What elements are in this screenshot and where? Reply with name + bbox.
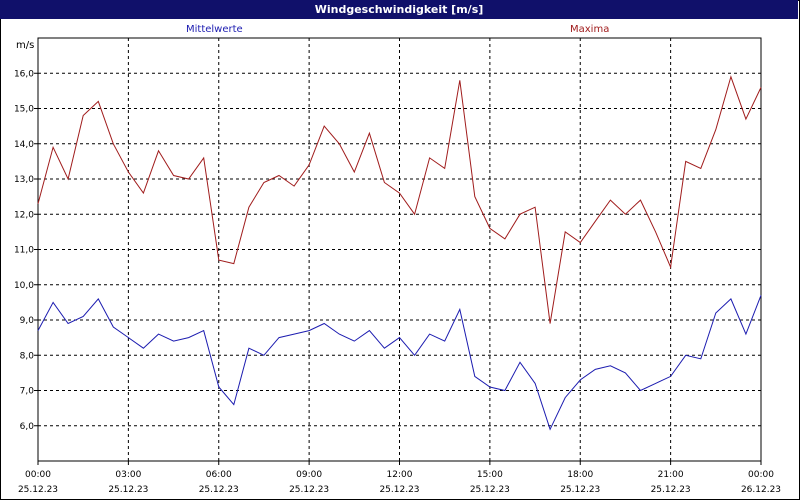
y-tick-label: 6,0 [20, 422, 35, 432]
y-tick-label: 8,0 [20, 351, 35, 361]
y-tick-label: 16,0 [14, 69, 34, 79]
x-tick-date: 25.12.23 [651, 485, 691, 495]
x-tick-time: 18:00 [567, 470, 593, 480]
y-tick-label: 11,0 [14, 246, 34, 256]
x-tick-time: 12:00 [387, 470, 413, 480]
legend-maxima: Maxima [570, 24, 610, 35]
y-tick-label: 12,0 [14, 210, 34, 220]
x-tick-time: 21:00 [658, 470, 684, 480]
y-tick-label: 9,0 [20, 316, 35, 326]
y-tick-label: 10,0 [14, 281, 34, 291]
x-tick-date: 25.12.23 [108, 485, 148, 495]
x-tick-date: 25.12.23 [199, 485, 239, 495]
x-tick-time: 00:00 [25, 470, 51, 480]
y-tick-label: 14,0 [14, 140, 34, 150]
x-tick-date: 25.12.23 [560, 485, 600, 495]
x-tick-time: 06:00 [206, 470, 232, 480]
legend-mittelwerte: Mittelwerte [186, 24, 243, 35]
x-tick-date: 25.12.23 [470, 485, 510, 495]
x-tick-time: 00:00 [748, 470, 774, 480]
x-tick-date: 25.12.23 [289, 485, 329, 495]
x-tick-date: 25.12.23 [379, 485, 419, 495]
x-tick-date: 26.12.23 [741, 485, 781, 495]
x-tick-time: 09:00 [296, 470, 322, 480]
series-line-maxima [37, 75, 762, 324]
y-tick-label: 13,0 [14, 175, 34, 185]
x-tick-time: 03:00 [115, 470, 141, 480]
x-tick-time: 15:00 [477, 470, 503, 480]
x-tick-date: 25.12.23 [18, 485, 58, 495]
y-axis-label: m/s [16, 40, 35, 51]
series-line-mittelwerte [37, 295, 762, 431]
y-tick-label: 7,0 [20, 387, 35, 397]
chart-title: Windgeschwindigkeit [m/s] [0, 0, 798, 19]
y-tick-label: 15,0 [14, 105, 34, 115]
